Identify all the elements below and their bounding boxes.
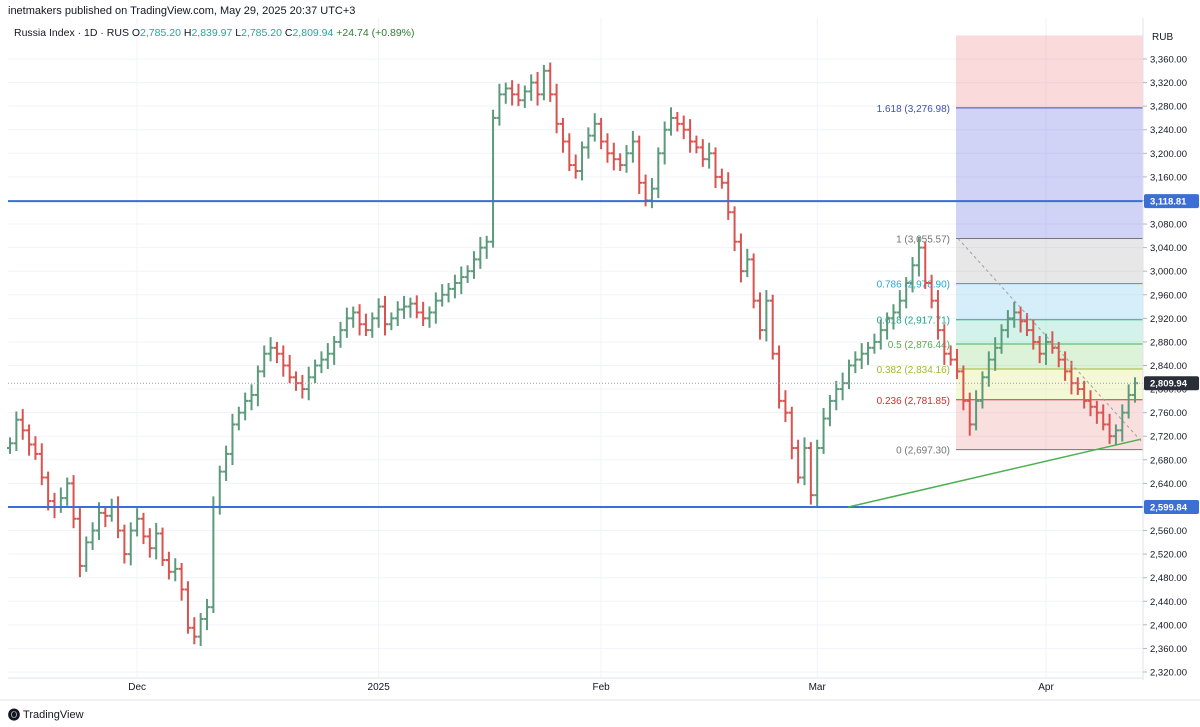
price-tick-label: 2,560.00 — [1150, 526, 1187, 537]
price-tick-label: 2,840.00 — [1150, 361, 1187, 372]
ohlc-close: 2,809.94 — [292, 27, 334, 39]
fib-zone — [956, 344, 1143, 369]
fib-level-label: 1 (3,055.57) — [896, 234, 950, 245]
ohlc-low-label: L — [235, 27, 242, 39]
price-tick-label: 2,520.00 — [1150, 550, 1187, 561]
price-tick-label: 3,360.00 — [1150, 55, 1187, 66]
tradingview-brand: TradingView — [23, 708, 84, 721]
time-tick-label: Dec — [128, 682, 146, 693]
price-tick-label: 2,640.00 — [1150, 479, 1187, 490]
price-tick-label: 2,760.00 — [1150, 408, 1187, 419]
price-tick-label: 3,040.00 — [1150, 243, 1187, 254]
fib-zone — [956, 107, 1143, 239]
fib-level-label: 0.5 (2,876.44) — [888, 340, 950, 351]
horizontal-level-badge-label: 3,118.81 — [1150, 197, 1187, 208]
fib-level-label: 0.618 (2,917.71) — [877, 316, 950, 327]
fib-level-label: 0.382 (2,834.16) — [877, 365, 950, 376]
price-tick-label: 2,880.00 — [1150, 337, 1187, 348]
tradingview-logo-icon: 🅞 — [8, 708, 20, 722]
price-tick-label: 2,440.00 — [1150, 597, 1187, 608]
symbol-name: Russia Index · 1D · RUS — [14, 27, 129, 39]
price-tick-label: 3,200.00 — [1150, 149, 1187, 160]
price-tick-label: 2,960.00 — [1150, 290, 1187, 301]
ohlc-high-label: H — [183, 27, 192, 39]
horizontal-level-badge — [1144, 194, 1199, 209]
price-axis — [1143, 0, 1200, 690]
time-tick-label: Apr — [1038, 682, 1054, 693]
horizontal-level-badge-label: 2,599.84 — [1150, 503, 1188, 514]
time-tick-label: Mar — [809, 682, 827, 693]
price-tick-label: 3,240.00 — [1150, 125, 1187, 136]
published-caption: inetmakers published on TradingView.com,… — [8, 5, 356, 17]
fib-level-label: 0.236 (2,781.85) — [877, 396, 950, 407]
price-tick-label: 2,400.00 — [1150, 620, 1187, 631]
price-tick-label: 2,320.00 — [1150, 668, 1187, 679]
price-tick-label: 3,000.00 — [1150, 267, 1187, 278]
price-tick-label: 3,280.00 — [1150, 102, 1187, 113]
trend-line — [847, 438, 1142, 508]
fib-level-label: 0 (2,697.30) — [896, 446, 950, 457]
ohlc-close-label: C — [284, 27, 293, 39]
fib-zone — [956, 368, 1143, 400]
last-price-badge-label: 2,809.94 — [1150, 379, 1188, 390]
symbol-legend: Russia Index · 1D · RUS O2,785.20 H2,839… — [14, 27, 415, 39]
time-tick-label: 2025 — [368, 682, 391, 693]
fib-zone — [956, 238, 1143, 284]
price-tick-label: 2,920.00 — [1150, 314, 1187, 325]
price-tick-label: 3,320.00 — [1150, 78, 1187, 89]
price-tick-label: 3,160.00 — [1150, 172, 1187, 183]
fib-zone — [956, 35, 1143, 108]
currency-label: RUB — [1152, 32, 1173, 43]
horizontal-level-badge — [1144, 500, 1199, 515]
ohlc-open-label: O — [131, 27, 141, 39]
price-tick-label: 2,360.00 — [1150, 644, 1187, 655]
tradingview-footer: 🅞 TradingView — [8, 706, 84, 723]
fib-level-label: 1.618 (3,276.98) — [877, 104, 950, 115]
ohlc-high: 2,839.97 — [191, 27, 233, 39]
fib-zone — [956, 319, 1143, 345]
price-tick-label: 2,680.00 — [1150, 455, 1187, 466]
fib-zone — [956, 283, 1143, 320]
price-tick-label: 2,480.00 — [1150, 573, 1187, 584]
ohlc-low: 2,785.20 — [241, 27, 282, 39]
time-tick-label: Feb — [592, 682, 610, 693]
price-change: +24.74 (+0.89%) — [336, 27, 415, 39]
last-price-badge — [1144, 376, 1199, 391]
price-tick-label: 3,080.00 — [1150, 220, 1187, 231]
price-tick-label: 2,720.00 — [1150, 432, 1187, 443]
ohlc-open: 2,785.20 — [140, 27, 181, 39]
